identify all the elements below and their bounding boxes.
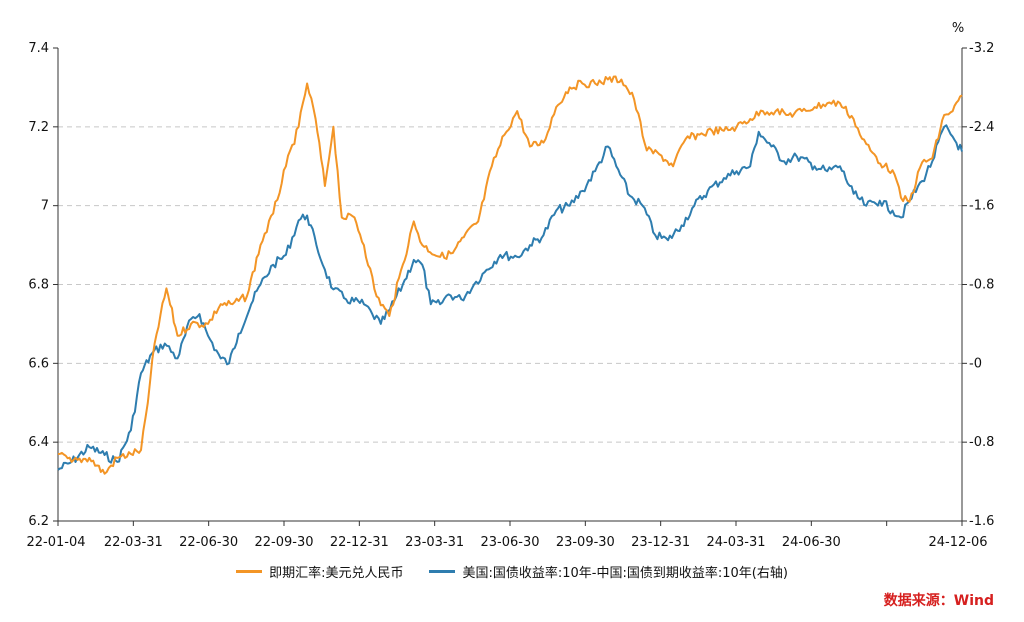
x-tick-label: 23-09-30 — [556, 535, 615, 550]
left-tick-label: 6.6 — [28, 356, 49, 371]
x-tick-label: 23-06-30 — [480, 535, 539, 550]
x-tick-label: 24-03-31 — [706, 535, 765, 550]
right-tick-label: -0.8 — [969, 435, 994, 450]
legend-item-yield-spread: 美国:国债收益率:10年-中国:国债到期收益率:10年(右轴) — [429, 562, 788, 581]
right-tick-label: -0.8 — [969, 278, 994, 293]
x-tick-label: 22-01-04 — [26, 535, 85, 550]
legend-swatch-orange — [236, 570, 263, 573]
left-tick-label: 6.2 — [28, 514, 49, 529]
x-tick-label: 22-09-30 — [254, 535, 313, 550]
source-note: 数据来源：Wind — [883, 593, 994, 609]
legend-item-usdcny: 即期汇率:美元兑人民币 — [236, 562, 403, 581]
x-tick-label: 22-12-31 — [330, 535, 389, 550]
left-tick-label: 6.4 — [28, 435, 49, 450]
right-tick-label: -1.6 — [969, 514, 994, 529]
x-tick-label: 23-12-31 — [631, 535, 690, 550]
legend-label-yield-spread: 美国:国债收益率:10年-中国:国债到期收益率:10年(右轴) — [462, 566, 788, 581]
right-tick-label: -1.6 — [969, 199, 994, 214]
series-line-usdcny — [57, 75, 963, 475]
x-axis-ticks: 22-01-04 22-03-31 22-06-30 22-09-30 22-12-31… — [26, 521, 988, 550]
x-tick-label: 24-12-06 — [928, 535, 987, 550]
left-tick-label: 7.4 — [28, 41, 49, 56]
left-tick-label: 7 — [41, 199, 49, 214]
right-tick-label: -2.4 — [969, 120, 994, 135]
right-axis-unit: % — [952, 21, 964, 36]
legend-label-usdcny: 即期汇率:美元兑人民币 — [269, 566, 404, 581]
series-lines — [57, 75, 963, 475]
x-tick-label: 22-06-30 — [179, 535, 238, 550]
x-tick-label: 24-06-30 — [782, 535, 841, 550]
right-tick-label: -0 — [969, 356, 982, 371]
left-tick-label: 6.8 — [28, 278, 49, 293]
gridlines — [58, 126, 962, 443]
left-axis-ticks: 7.4 7.2 7 6.8 6.6 6.4 6.2 — [28, 41, 58, 529]
left-tick-label: 7.2 — [28, 120, 49, 135]
x-tick-label: 22-03-31 — [104, 535, 163, 550]
legend: 即期汇率:美元兑人民币 美国:国债收益率:10年-中国:国债到期收益率:10年(… — [0, 562, 1024, 581]
series-line-yield-spread — [57, 124, 963, 471]
right-tick-label: -3.2 — [969, 41, 994, 56]
x-tick-label: 23-03-31 — [405, 535, 464, 550]
legend-swatch-blue — [429, 570, 456, 573]
right-axis-ticks: -3.2 -2.4 -1.6 -0.8 -0 -0.8 -1.6 — [962, 41, 994, 529]
